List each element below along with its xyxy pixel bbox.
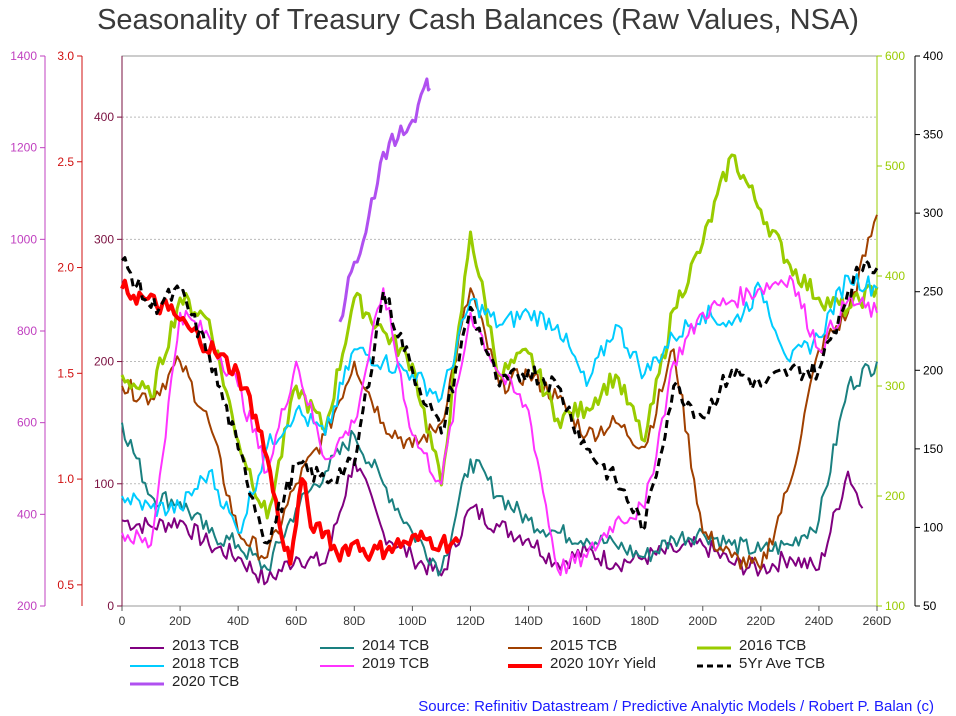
a_main-tick-label: 400: [94, 110, 114, 124]
legend-label: 2020 10Yr Yield: [550, 655, 656, 672]
a_black-tick-label: 150: [923, 442, 943, 456]
x-tick-label: 0: [119, 614, 126, 628]
series-line-2020-tcb: [338, 77, 432, 323]
a_purple-tick-label: 1200: [10, 141, 37, 155]
a_red-tick-label: 2.5: [57, 155, 74, 169]
a_black-tick-label: 350: [923, 128, 943, 142]
legend-label: 2015 TCB: [550, 637, 618, 654]
chart-area: 2004006008001000120014000.51.01.52.02.53…: [10, 49, 943, 628]
a_red-tick-label: 1.5: [57, 366, 74, 380]
x-tick-label: 200D: [688, 614, 717, 628]
a_red-tick-label: 2.0: [57, 261, 74, 275]
series-line-5yr-ave-tcb: [120, 256, 879, 545]
x-tick-label: 100D: [398, 614, 427, 628]
series-line-2018-tcb: [121, 273, 878, 534]
series-line-2015-tcb: [121, 214, 878, 571]
series-line-2020-10yr-yield: [120, 278, 461, 566]
legend-swatch: [320, 665, 354, 667]
x-tick-label: 260D: [863, 614, 892, 628]
a_red-tick-label: 1.0: [57, 472, 74, 486]
legend-swatch: [697, 664, 731, 668]
a_main-tick-label: 300: [94, 232, 114, 246]
legend-label: 2014 TCB: [362, 637, 430, 654]
a_purple-tick-label: 1000: [10, 232, 37, 246]
series-line-2013-tcb: [121, 458, 864, 586]
a_black-tick-label: 100: [923, 520, 943, 534]
a_black-tick-label: 200: [923, 363, 943, 377]
a_green-tick-label: 200: [885, 489, 905, 503]
x-tick-label: 160D: [572, 614, 601, 628]
x-tick-label: 80D: [343, 614, 365, 628]
a_green-tick-label: 600: [885, 49, 905, 63]
a_purple-tick-label: 400: [17, 507, 37, 521]
a_black-tick-label: 250: [923, 285, 943, 299]
x-tick-label: 40D: [227, 614, 249, 628]
x-tick-label: 240D: [805, 614, 834, 628]
legend-label: 2019 TCB: [362, 655, 430, 672]
a_red-tick-label: 3.0: [57, 49, 74, 63]
a_main-tick-label: 0: [107, 599, 114, 613]
a_green-tick-label: 300: [885, 379, 905, 393]
x-tick-label: 140D: [514, 614, 543, 628]
series-line-2019-tcb: [121, 275, 878, 577]
a_purple-tick-label: 1400: [10, 49, 37, 63]
legend-swatch: [130, 647, 164, 649]
a_green-tick-label: 100: [885, 599, 905, 613]
x-tick-label: 180D: [630, 614, 659, 628]
legend-label: 2013 TCB: [172, 637, 240, 654]
x-tick-label: 220D: [747, 614, 776, 628]
a_red-tick-label: 0.5: [57, 578, 74, 592]
chart-title: Seasonality of Treasury Cash Balances (R…: [97, 4, 859, 36]
a_black-tick-label: 300: [923, 206, 943, 220]
a_green-tick-label: 500: [885, 159, 905, 173]
a_black-tick-label: 50: [923, 599, 937, 613]
x-tick-label: 120D: [456, 614, 485, 628]
legend-swatch: [508, 664, 542, 668]
x-tick-label: 20D: [169, 614, 191, 628]
a_purple-tick-label: 200: [17, 599, 37, 613]
legend-swatch: [320, 647, 354, 649]
legend-swatch: [508, 647, 542, 649]
x-tick-label: 60D: [285, 614, 307, 628]
series-line-2016-tcb: [120, 153, 879, 520]
a_main-tick-label: 100: [94, 477, 114, 491]
legend-swatch: [130, 682, 164, 686]
a_purple-tick-label: 600: [17, 416, 37, 430]
source-note: Source: Refinitiv Datastream / Predictiv…: [418, 698, 934, 715]
legend-label: 2018 TCB: [172, 655, 240, 672]
a_green-tick-label: 400: [885, 269, 905, 283]
a_black-tick-label: 400: [923, 49, 943, 63]
a_main-tick-label: 200: [94, 355, 114, 369]
legend-swatch: [130, 665, 164, 667]
legend-label: 5Yr Ave TCB: [739, 655, 826, 672]
legend-swatch: [697, 646, 731, 650]
series-line-2014-tcb: [121, 361, 878, 577]
a_purple-tick-label: 800: [17, 324, 37, 338]
legend-label: 2020 TCB: [172, 673, 240, 690]
legend-label: 2016 TCB: [739, 637, 807, 654]
